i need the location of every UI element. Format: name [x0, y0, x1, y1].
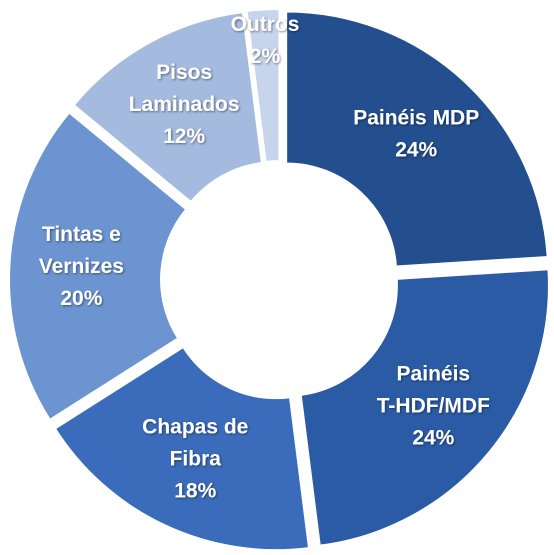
- slice-label: Chapas de: [142, 416, 248, 439]
- value-label: 18%: [174, 480, 216, 503]
- slice-label: Laminados: [129, 93, 240, 116]
- donut-slice: [299, 268, 550, 547]
- slice-label: Painéis MDP: [353, 106, 479, 129]
- donut-slice: [8, 111, 188, 422]
- slice-label: Outros: [231, 13, 300, 36]
- value-label: 24%: [395, 138, 437, 161]
- slice-label: Fibra: [170, 448, 222, 471]
- donut-slice: [53, 345, 311, 552]
- donut-slice: [285, 10, 549, 268]
- value-label: 2%: [250, 45, 281, 68]
- slice-label: Vernizes: [39, 255, 124, 278]
- value-label: 12%: [163, 125, 205, 148]
- slice-label: Tintas e: [42, 223, 121, 246]
- slice-label: Pisos: [156, 61, 212, 84]
- value-label: 20%: [60, 287, 102, 310]
- value-label: 24%: [412, 426, 454, 449]
- slice-label: Painéis: [397, 362, 471, 385]
- donut-slice: [72, 11, 263, 204]
- donut-slice: [245, 8, 281, 164]
- slice-label: T-HDF/MDF: [377, 394, 490, 417]
